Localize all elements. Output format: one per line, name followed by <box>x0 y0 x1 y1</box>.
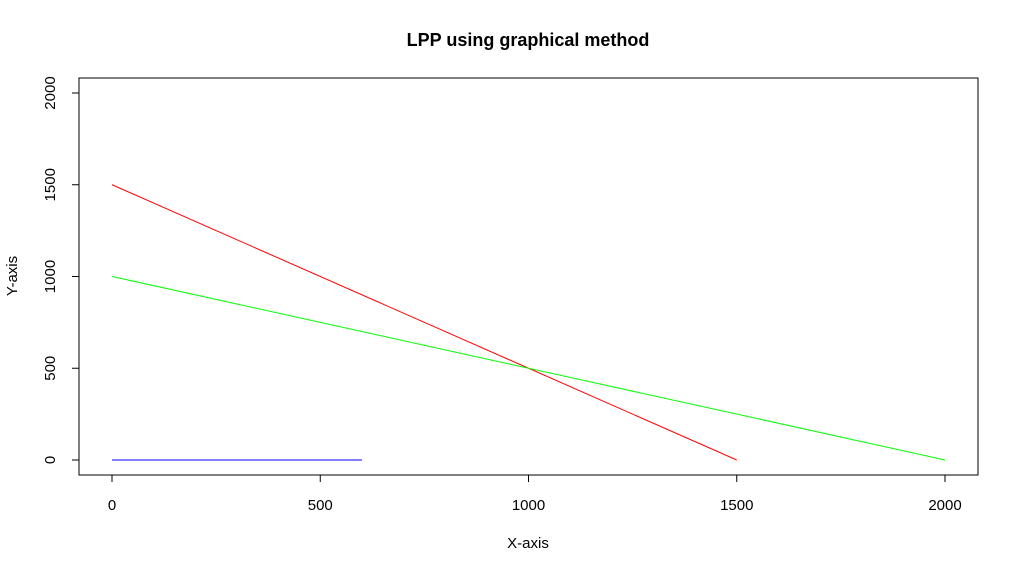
y-tick-label: 0 <box>42 456 59 464</box>
x-axis: 0 500 1000 1500 2000 <box>108 475 962 514</box>
y-tick-label: 1000 <box>42 260 59 293</box>
x-tick-label: 1500 <box>720 497 753 514</box>
plot-area-border <box>78 77 979 476</box>
x-tick-label: 0 <box>108 497 116 514</box>
y-tick-label: 2000 <box>42 76 59 109</box>
series-line-2 <box>111 276 946 461</box>
x-tick-label: 1000 <box>512 497 545 514</box>
series-layer <box>111 184 946 461</box>
y-tick-label: 500 <box>42 356 59 381</box>
y-axis: 0 500 1000 1500 2000 <box>42 76 79 464</box>
y-tick-label: 1500 <box>42 168 59 201</box>
y-axis-label: Y-axis <box>4 256 21 296</box>
x-tick-label: 2000 <box>928 497 961 514</box>
series-line-1 <box>111 184 737 461</box>
x-axis-label: X-axis <box>507 535 549 552</box>
x-tick-label: 500 <box>308 497 333 514</box>
chart-title: LPP using graphical method <box>407 30 650 50</box>
